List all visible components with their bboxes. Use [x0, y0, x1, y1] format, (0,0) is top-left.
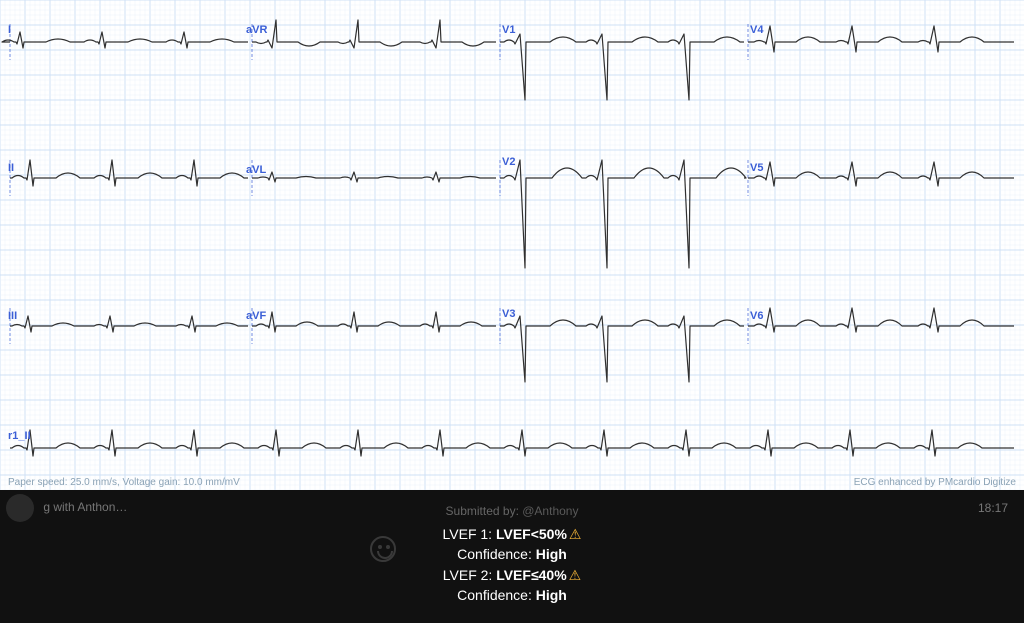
lead-label-V2: V2 — [502, 156, 515, 168]
analysis-line-label: LVEF 1: — [443, 526, 496, 542]
lead-label-aVR: aVR — [246, 24, 267, 36]
analysis-line: LVEF 2: LVEF≤40%⚠ — [0, 565, 1024, 585]
lead-label-V1: V1 — [502, 24, 515, 36]
timestamp: 18:17 — [978, 501, 1008, 515]
lead-label-V6: V6 — [750, 310, 763, 322]
lead-label-V5: V5 — [750, 162, 763, 174]
analysis-lines: LVEF 1: LVEF<50%⚠Confidence: HighLVEF 2:… — [0, 524, 1024, 605]
analysis-overlay: g with Anthon… 18:17 Submitted by: @Anth… — [0, 490, 1024, 623]
lead-label-I: I — [8, 24, 11, 36]
paper-speed-label: Paper speed: 25.0 mm/s, Voltage gain: 10… — [8, 477, 240, 488]
smiley-icon — [370, 536, 396, 562]
ecg-svg — [0, 0, 1024, 490]
ecg-chart: IaVR V1 V4 II aVL V2 V5 III aVF V3 V6 r1_II Paper s… — [0, 0, 1024, 490]
chat-title-snippet: g with Anthon… — [6, 494, 127, 522]
analysis-line-label: Confidence: — [457, 587, 536, 603]
lead-label-II: II — [8, 162, 14, 174]
submitted-by: Submitted by: @Anthony — [0, 504, 1024, 518]
analysis-line: Confidence: High — [0, 544, 1024, 564]
submitted-label: Submitted by: — [446, 504, 519, 518]
lead-label-r1_II: r1_II — [8, 430, 31, 442]
enhanced-by-label: ECG enhanced by PMcardio Digitize — [854, 477, 1016, 488]
analysis-line-value: High — [536, 546, 567, 562]
warning-icon: ⚠ — [569, 526, 582, 542]
lead-label-aVL: aVL — [246, 164, 266, 176]
lead-label-V3: V3 — [502, 308, 515, 320]
analysis-line-value: High — [536, 587, 567, 603]
avatar — [6, 494, 34, 522]
analysis-line-value: LVEF≤40% — [496, 567, 566, 583]
analysis-line-label: LVEF 2: — [443, 567, 496, 583]
lead-label-III: III — [8, 310, 17, 322]
analysis-line-value: LVEF<50% — [496, 526, 567, 542]
analysis-line: LVEF 1: LVEF<50%⚠ — [0, 524, 1024, 544]
lead-label-aVF: aVF — [246, 310, 266, 322]
analysis-line-label: Confidence: — [457, 546, 536, 562]
chat-title-text: g with Anthon… — [43, 500, 127, 514]
warning-icon: ⚠ — [569, 567, 582, 583]
lead-label-V4: V4 — [750, 24, 763, 36]
analysis-line: Confidence: High — [0, 585, 1024, 605]
submitted-handle: @Anthony — [522, 504, 578, 518]
ecg-footer: Paper speed: 25.0 mm/s, Voltage gain: 10… — [0, 477, 1024, 488]
